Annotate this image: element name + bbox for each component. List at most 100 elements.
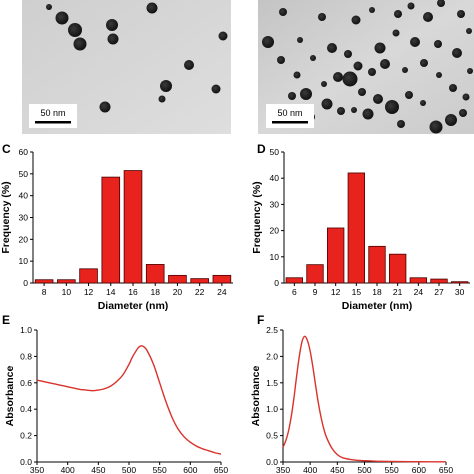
y-tick-label: 1.0 (266, 404, 278, 414)
nanoparticle (293, 71, 301, 79)
y-tick-label: 40 (19, 191, 29, 201)
nanoparticle (385, 100, 399, 114)
y-tick-label: 0 (274, 278, 279, 288)
absorbance-spectrum-e: 0.0 0.2 0.4 0.6 0.8 1.0 Absorbance 350 400 450 500… (4, 325, 228, 474)
y-axis-label: Frequency (%) (0, 181, 12, 253)
panel-label-d: D (257, 142, 266, 156)
nanoparticle (436, 72, 442, 78)
nanoparticle (449, 84, 457, 92)
x-axis-label: Diameter (nm) (98, 300, 169, 312)
x-tick-label: 22 (195, 287, 205, 297)
nanoparticles-b (262, 0, 473, 134)
x-tick-label: 500 (122, 465, 136, 474)
x-tick-label: 650 (439, 465, 453, 474)
nanoparticle (434, 40, 442, 48)
absorbance-spectrum-f: 0.0 0.5 1.0 1.5 2.0 2.5 Absorbance 350 400 450 500… (250, 325, 453, 474)
y-axis-label: Absorbance (250, 366, 262, 427)
y-tick-label: 30 (19, 213, 29, 223)
x-tick-label: 14 (106, 287, 116, 297)
nanoparticle (392, 29, 400, 37)
nanoparticle (374, 42, 386, 54)
nanoparticle (344, 50, 352, 58)
x-tick-label: 550 (153, 465, 167, 474)
nanoparticle (380, 59, 390, 69)
y-tick-label: 1.0 (20, 325, 32, 335)
nanoparticle (353, 61, 363, 71)
scale-bar-a (35, 121, 71, 124)
histogram-bar (101, 176, 121, 284)
x-tick-label: 18 (150, 287, 160, 297)
y-axis-label: Absorbance (4, 366, 16, 427)
x-tick-label: 350 (30, 465, 44, 474)
histogram-bar (79, 268, 98, 284)
y-tick-label: 0.6 (20, 378, 32, 388)
nanoparticle (318, 13, 326, 21)
x-tick-label: 8 (42, 287, 47, 297)
y-tick-label: 0.8 (20, 351, 32, 361)
histogram-bar (388, 253, 407, 284)
nanoparticle (262, 36, 274, 48)
y-tick-label: 0.4 (20, 404, 32, 414)
nanoparticle (410, 37, 420, 47)
histogram-bar (168, 274, 187, 284)
nanoparticle (423, 12, 433, 22)
y-tick-label: 30 (270, 199, 280, 209)
histogram-d: 0 10 20 30 40 50 Frequency (%) 6 9 12 15 18 21 24 27 30… (251, 147, 470, 312)
nanoparticle (321, 98, 333, 110)
y-tick-label: 0 (23, 278, 28, 288)
x-axis-label: Diameter (nm) (342, 300, 413, 312)
histogram-bar (190, 278, 209, 284)
nanoparticle (429, 120, 443, 134)
histogram-bar (326, 227, 345, 284)
x-tick-label: 400 (303, 465, 317, 474)
x-tick-label: 6 (292, 287, 297, 297)
nanoparticle (288, 92, 296, 100)
y-tick-label: 50 (19, 169, 29, 179)
nanoparticle (342, 71, 358, 87)
y-tick-label: 10 (270, 252, 280, 262)
y-tick-label: 50 (270, 147, 280, 157)
x-tick-label: 27 (434, 287, 444, 297)
nanoparticle (462, 93, 470, 101)
y-tick-label: 40 (270, 173, 280, 183)
tem-image-b: 50 nm (258, 0, 474, 134)
absorbance-curve (36, 345, 222, 455)
scale-bar-b (272, 121, 308, 124)
y-tick-label: 2.5 (266, 325, 278, 335)
y-tick-label: 0.0 (20, 457, 32, 467)
nanoparticle (300, 88, 312, 100)
nanoparticle (297, 37, 303, 43)
panel-label-f: F (257, 313, 264, 327)
panel-label-e: E (2, 313, 10, 327)
scale-bar-box-b (266, 104, 314, 128)
histogram-bar (368, 245, 386, 284)
nanoparticle (437, 0, 445, 7)
panel-label-c: C (2, 142, 11, 156)
scale-bar-box-a (29, 104, 77, 128)
x-tick-label: 550 (385, 465, 399, 474)
histogram-bar (347, 172, 366, 284)
y-tick-label: 2.0 (266, 351, 278, 361)
y-tick-label: 60 (19, 147, 29, 157)
x-tick-label: 30 (455, 287, 465, 297)
y-tick-label: 20 (19, 234, 29, 244)
x-tick-label: 600 (412, 465, 426, 474)
absorbance-curve (282, 335, 447, 463)
histogram-bar (145, 264, 165, 284)
nanoparticles-a (46, 2, 228, 113)
histogram-bar (34, 279, 54, 284)
nanoparticle (321, 81, 327, 87)
x-tick-label: 500 (357, 465, 371, 474)
x-tick-label: 21 (393, 287, 403, 297)
histogram-bar (123, 170, 143, 284)
x-tick-label: 20 (173, 287, 183, 297)
nanoparticle (420, 100, 426, 106)
histogram-bar (409, 277, 428, 284)
histogram-bar (450, 281, 469, 284)
nanoparticle (405, 91, 413, 99)
nanoparticle (277, 56, 285, 64)
x-tick-label: 16 (128, 287, 138, 297)
nanoparticle (310, 55, 316, 61)
nanoparticle (337, 107, 345, 115)
nanoparticle (394, 10, 402, 18)
